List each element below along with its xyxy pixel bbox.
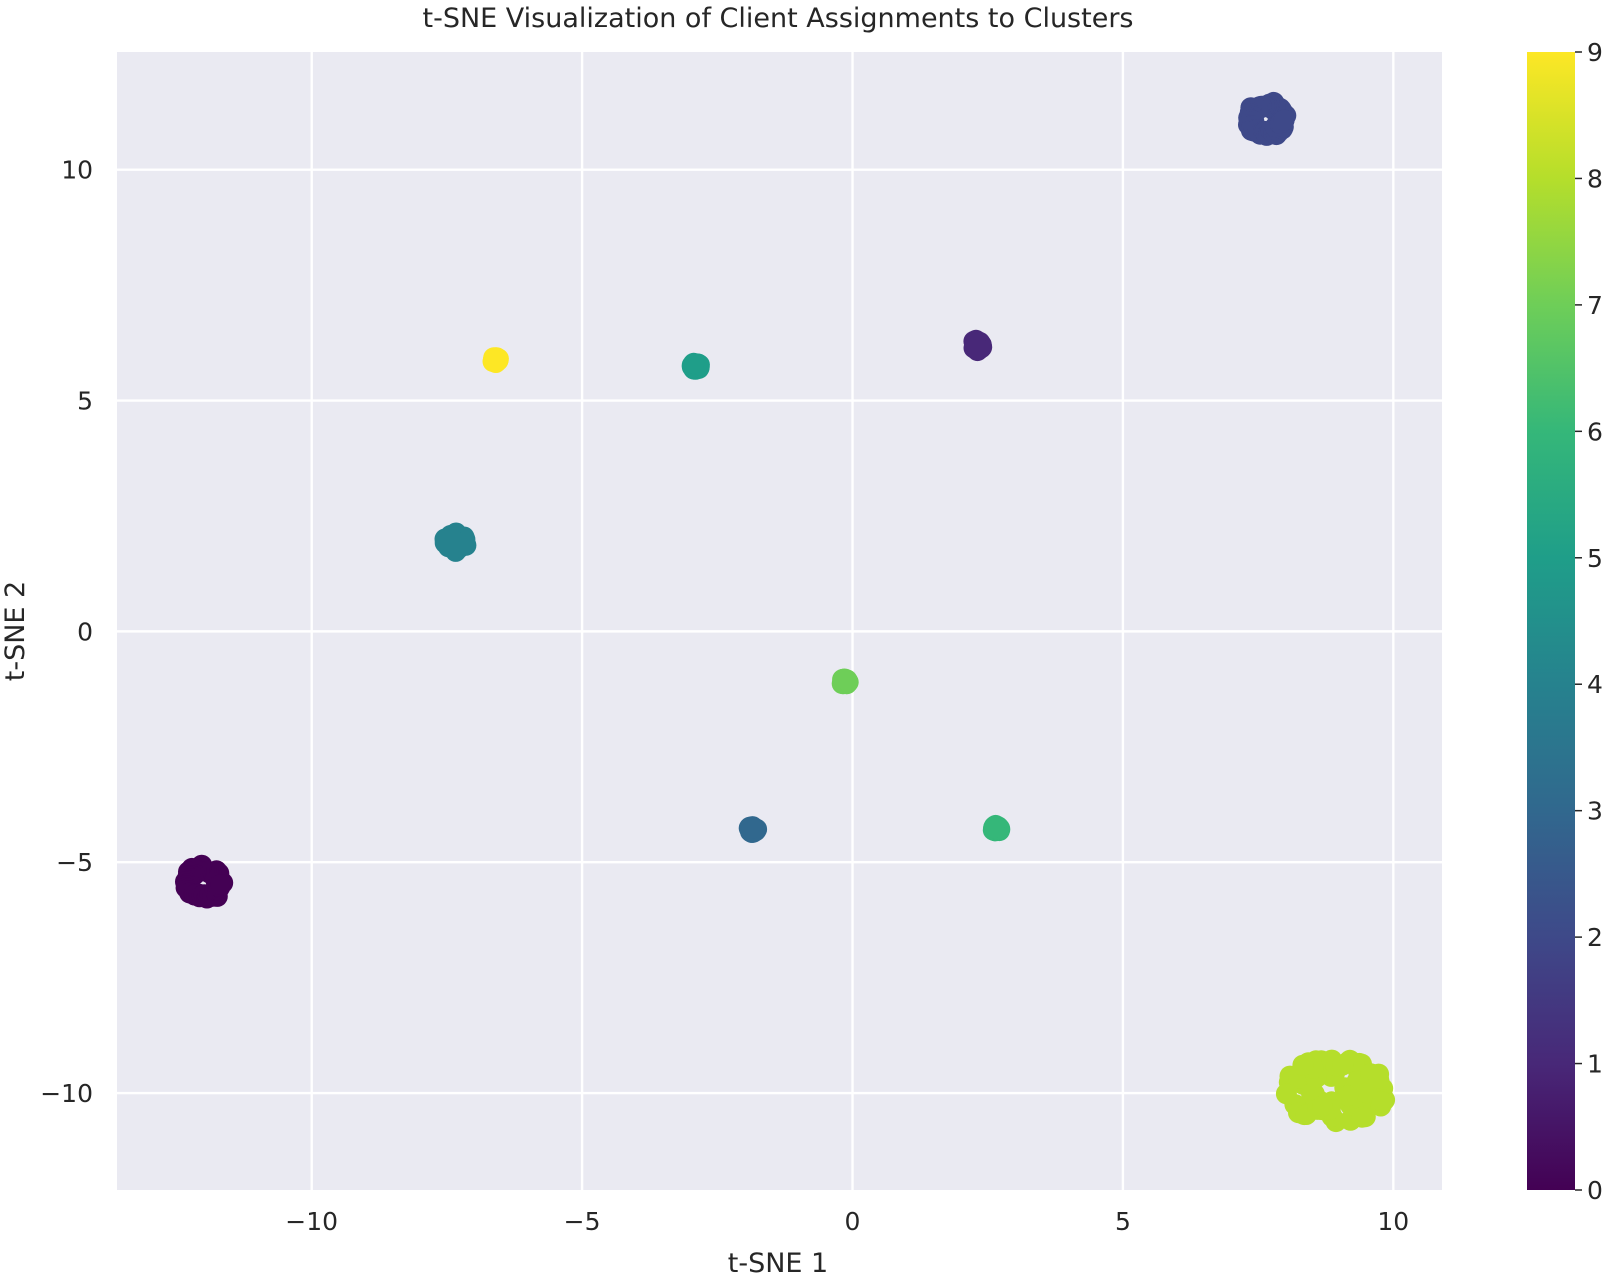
scatter-point	[968, 338, 990, 360]
colorbar-tick-label: 6	[1587, 417, 1603, 446]
scatter-point	[983, 817, 1005, 839]
scatter-point	[834, 668, 856, 690]
colorbar-tick-label: 2	[1587, 923, 1603, 952]
colorbar-tick-label: 1	[1587, 1050, 1603, 1079]
x-axis-label: t-SNE 1	[728, 1248, 829, 1279]
scatter-point	[483, 349, 505, 371]
x-tick-label: 5	[1115, 1207, 1131, 1236]
y-tick-label: 10	[61, 156, 93, 185]
cluster-8	[1275, 1049, 1396, 1133]
chart-title: t-SNE Visualization of Client Assignment…	[423, 3, 1134, 34]
y-axis-label: t-SNE 2	[0, 581, 31, 682]
colorbar	[1527, 52, 1575, 1190]
colorbar-tick-label: 5	[1587, 544, 1603, 573]
scatter-point	[1312, 1095, 1333, 1117]
x-tick-label: −5	[564, 1207, 601, 1236]
scatter-point	[1351, 1106, 1373, 1128]
scatter-point	[1367, 1067, 1389, 1089]
colorbar-tick-label: 3	[1587, 797, 1603, 826]
x-tick-label: 10	[1377, 1207, 1409, 1236]
scatter-point	[210, 874, 232, 896]
cluster-1	[963, 329, 993, 362]
grid-lines	[117, 52, 1442, 1190]
scatter-point	[1273, 109, 1295, 131]
colorbar-tick-label: 7	[1587, 291, 1603, 320]
colorbar-tick-label: 8	[1587, 164, 1603, 193]
scatter-point	[683, 352, 705, 374]
x-axis-ticks: −10 −5 0 5 10	[285, 1207, 1409, 1236]
y-tick-label: −10	[40, 1079, 93, 1108]
scatter-point	[1292, 1054, 1314, 1076]
cluster-6	[982, 814, 1011, 842]
colorbar-tick-label: 4	[1587, 670, 1603, 699]
x-tick-label: −10	[285, 1207, 338, 1236]
x-tick-label: 0	[845, 1207, 861, 1236]
colorbar-tick-label: 9	[1587, 38, 1603, 67]
cluster-7	[831, 668, 859, 695]
scatter-point	[741, 817, 763, 839]
colorbar-tick-label: 0	[1587, 1176, 1603, 1205]
scatter-point	[1332, 1054, 1354, 1076]
cluster-4	[434, 522, 477, 562]
cluster-0	[175, 854, 234, 909]
scatter-point	[1275, 1083, 1297, 1105]
y-axis-ticks: −10 −5 0 5 10	[40, 156, 93, 1108]
scatter-point	[1356, 1082, 1378, 1104]
colorbar-ticks: 0 1 2 3 4 5 6 7 8 9	[1575, 38, 1603, 1205]
scatter-point	[447, 532, 469, 554]
plot-background	[117, 52, 1442, 1190]
cluster-2	[1238, 91, 1297, 146]
scatter-point	[1371, 1091, 1393, 1113]
cluster-3	[738, 816, 768, 843]
y-tick-label: −5	[56, 848, 93, 877]
cluster-5	[681, 352, 710, 380]
scatter-points	[175, 91, 1396, 1133]
y-tick-label: 0	[77, 617, 93, 646]
scatter-point	[1337, 1085, 1359, 1107]
cluster-9	[482, 347, 509, 373]
y-tick-label: 5	[77, 387, 93, 416]
